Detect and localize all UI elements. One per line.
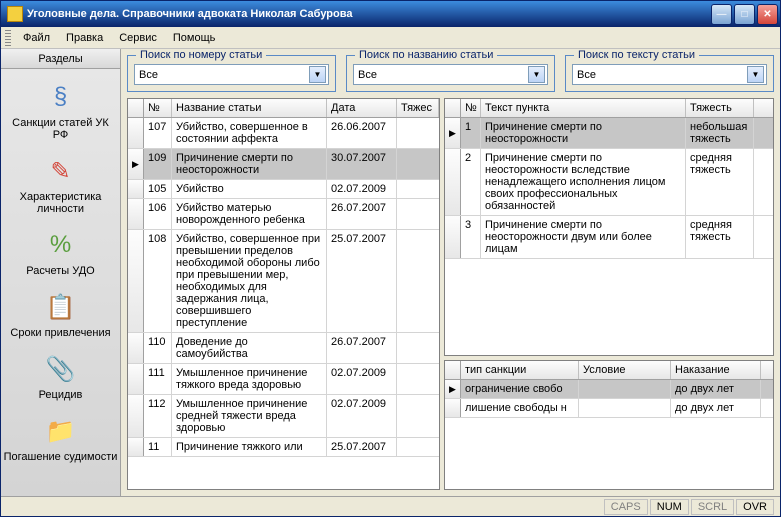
column-header[interactable]: Дата — [327, 99, 397, 117]
search-by-text: Поиск по тексту статьи Все ▼ — [565, 55, 774, 92]
column-header[interactable]: Тяжесть — [686, 99, 754, 117]
menu-Помощь[interactable]: Помощь — [165, 30, 224, 46]
menu-Правка[interactable]: Правка — [58, 30, 111, 46]
table-row[interactable]: 2Причинение смерти по неосторожности всл… — [445, 149, 773, 216]
table-row[interactable]: ▶109Причинение смерти по неосторожности3… — [128, 149, 439, 180]
search-text-combo[interactable]: Все ▼ — [572, 64, 767, 85]
close-button[interactable]: ✕ — [757, 4, 778, 25]
menubar: ФайлПравкаСервисПомощь — [1, 27, 780, 49]
table-row[interactable]: 11Причинение тяжкого или25.07.2007 — [128, 438, 439, 457]
titlebar: Уголовные дела. Справочники адвоката Ник… — [1, 1, 780, 27]
statusbar: CAPS NUM SCRL OVR — [1, 496, 780, 516]
sidebar-icon: § — [45, 81, 77, 113]
search-name-combo[interactable]: Все ▼ — [353, 64, 548, 85]
table-row[interactable]: 3Причинение смерти по неосторожности дву… — [445, 216, 773, 259]
sidebar-icon: 📎 — [45, 353, 77, 385]
status-ovr: OVR — [736, 499, 774, 515]
sidebar-item[interactable]: 📎 Рецидив — [1, 349, 120, 411]
sidebar-item[interactable]: 📁 Погашение судимости — [1, 411, 120, 473]
texts-grid[interactable]: №Текст пунктаТяжесть ▶1Причинение смерти… — [444, 98, 774, 356]
status-caps: CAPS — [604, 499, 648, 515]
sidebar-label: Сроки привлечения — [3, 327, 118, 339]
table-row[interactable]: ▶1Причинение смерти по неосторожностинеб… — [445, 118, 773, 149]
sidebar-item[interactable]: % Расчеты УДО — [1, 225, 120, 287]
sidebar-item[interactable]: § Санкции статей УК РФ — [1, 77, 120, 151]
sidebar-icon: ✎ — [45, 155, 77, 187]
column-header[interactable]: № — [461, 99, 481, 117]
column-header[interactable]: Тяжес — [397, 99, 439, 117]
column-header[interactable]: № — [144, 99, 172, 117]
table-row[interactable]: 106Убийство матерью новорожденного ребен… — [128, 199, 439, 230]
sidebar: Разделы § Санкции статей УК РФ ✎ Характерис… — [1, 49, 121, 496]
table-row[interactable]: лишение свободы ндо двух лет — [445, 399, 773, 418]
sidebar-icon: % — [45, 229, 77, 261]
maximize-button[interactable]: □ — [734, 4, 755, 25]
sidebar-label: Санкции статей УК РФ — [3, 117, 118, 141]
table-row[interactable]: ▶ограничение свободо двух лет — [445, 380, 773, 399]
table-row[interactable]: 112Умышленное причинение средней тяжести… — [128, 395, 439, 438]
chevron-down-icon[interactable]: ▼ — [528, 66, 545, 83]
sidebar-icon: 📁 — [45, 415, 77, 447]
sidebar-header: Разделы — [1, 49, 120, 69]
column-header[interactable]: Условие — [579, 361, 671, 379]
chevron-down-icon[interactable]: ▼ — [747, 66, 764, 83]
table-row[interactable]: 110Доведение до самоубийства26.07.2007 — [128, 333, 439, 364]
status-scrl: SCRL — [691, 499, 734, 515]
table-row[interactable]: 107Убийство, совершенное в состоянии афф… — [128, 118, 439, 149]
sidebar-item[interactable]: ✎ Характеристика личности — [1, 151, 120, 225]
table-row[interactable]: 108Убийство, совершенное при превышении … — [128, 230, 439, 333]
search-number-combo[interactable]: Все ▼ — [134, 64, 329, 85]
status-num: NUM — [650, 499, 689, 515]
sidebar-item[interactable]: 📋 Сроки привлечения — [1, 287, 120, 349]
table-row[interactable]: 105Убийство02.07.2009 — [128, 180, 439, 199]
minimize-button[interactable]: — — [711, 4, 732, 25]
sidebar-label: Расчеты УДО — [3, 265, 118, 277]
sanctions-grid[interactable]: тип санкцииУсловиеНаказание ▶ограничение… — [444, 360, 774, 490]
column-header[interactable]: Текст пункта — [481, 99, 686, 117]
menu-Файл[interactable]: Файл — [15, 30, 58, 46]
column-header[interactable]: Наказание — [671, 361, 761, 379]
menu-Сервис[interactable]: Сервис — [111, 30, 165, 46]
sidebar-icon: 📋 — [45, 291, 77, 323]
articles-grid[interactable]: №Название статьиДатаТяжес 107Убийство, с… — [127, 98, 440, 490]
column-header[interactable]: тип санкции — [461, 361, 579, 379]
window-title: Уголовные дела. Справочники адвоката Ник… — [27, 8, 711, 20]
sidebar-label: Погашение судимости — [3, 451, 118, 463]
menu-grip[interactable] — [5, 30, 11, 46]
chevron-down-icon[interactable]: ▼ — [309, 66, 326, 83]
column-header[interactable]: Название статьи — [172, 99, 327, 117]
search-by-name: Поиск по названию статьи Все ▼ — [346, 55, 555, 92]
app-icon — [7, 6, 23, 22]
sidebar-label: Рецидив — [3, 389, 118, 401]
sidebar-label: Характеристика личности — [3, 191, 118, 215]
table-row[interactable]: 111Умышленное причинение тяжкого вреда з… — [128, 364, 439, 395]
search-by-number: Поиск по номеру статьи Все ▼ — [127, 55, 336, 92]
